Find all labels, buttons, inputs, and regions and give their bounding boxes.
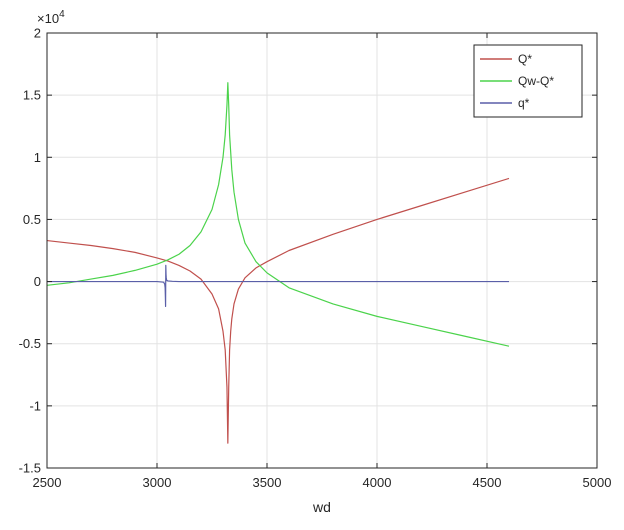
y-exponent-label: ×104 <box>37 9 65 26</box>
y-exponent-power: 4 <box>59 9 65 20</box>
y-tick-label: 1 <box>34 150 41 165</box>
y-tick-label: 0.5 <box>23 212 41 227</box>
y-tick-label: -1.5 <box>19 461 41 476</box>
legend: Q* Qw-Q* q* <box>473 44 583 118</box>
y-exponent-base: ×10 <box>37 11 59 26</box>
y-tick-label: 1.5 <box>23 88 41 103</box>
series-line-3 <box>47 264 509 308</box>
x-tick-label: 3500 <box>253 475 282 490</box>
plot-frame <box>46 32 598 469</box>
series-layer <box>46 82 510 444</box>
x-axis-label: wd <box>312 499 331 515</box>
x-tick-label: 4500 <box>473 475 502 490</box>
x-tick-label: 4000 <box>363 475 392 490</box>
y-tick-label: 0 <box>34 274 41 289</box>
legend-label: Q* <box>518 52 532 66</box>
x-tick-label: 5000 <box>583 475 612 490</box>
ticks: 2500 3000 3500 4000 4500 5000 -1.5 -1 -0.5 0 0.5 1 1… <box>19 26 612 491</box>
series-line-1 <box>46 177 510 444</box>
legend-label: Qw-Q* <box>518 74 554 88</box>
x-tick-label: 3000 <box>143 475 172 490</box>
y-tick-label: -0.5 <box>19 336 41 351</box>
legend-label: q* <box>518 96 530 110</box>
y-tick-label: -1 <box>29 398 41 413</box>
x-tick-label: 2500 <box>33 475 62 490</box>
series-line-2 <box>46 82 510 347</box>
y-tick-label: 2 <box>34 26 41 41</box>
